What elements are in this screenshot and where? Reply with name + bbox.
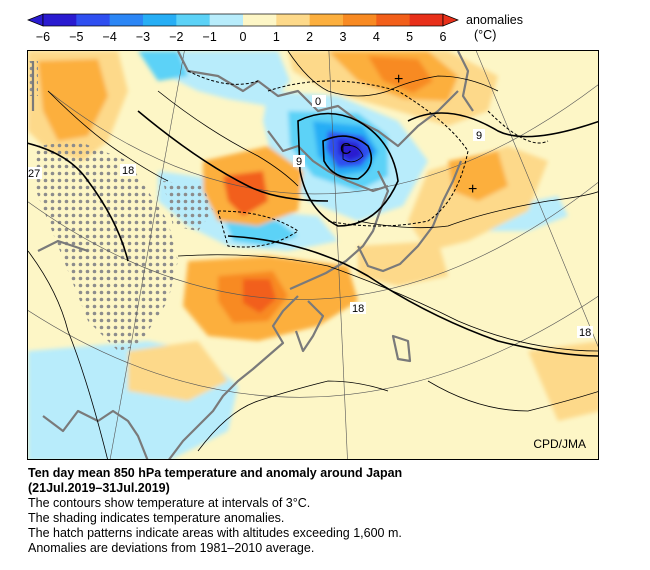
colorbar-cell	[143, 14, 177, 26]
colorbar-cell	[209, 14, 244, 26]
colorbar-cell	[109, 14, 144, 26]
graticule	[28, 51, 598, 459]
contour-label: 27	[28, 167, 42, 180]
colorbar-tick-label: 4	[372, 30, 380, 44]
colorbar-title-text: anomalies	[466, 13, 523, 27]
colorbar-cell	[176, 14, 211, 26]
colorbar-title: anomalies (°C)	[466, 13, 523, 43]
colorbar-tick-label: −6	[35, 30, 51, 44]
colorbar-tick-label: −2	[169, 30, 184, 44]
map-credit: CPD/JMA	[533, 437, 586, 451]
contour-label: 9	[293, 155, 305, 168]
colorbar-cell	[409, 14, 444, 26]
caption-line: The hatch patterns indicate areas with a…	[28, 526, 402, 540]
colorbar-tick-label: 1	[272, 30, 280, 44]
temperature-anomaly-map: 0 9 9 18 18 18 27 + + C CPD/JMA	[27, 50, 599, 460]
temperature-contours	[28, 51, 598, 459]
anomaly-warm-area	[358, 241, 448, 286]
anomaly-warm-area	[243, 279, 276, 313]
high-center-marker: +	[394, 71, 403, 88]
caption-line: Anomalies are deviations from 1981–2010 …	[28, 541, 315, 555]
anomaly-warm-area	[128, 341, 228, 401]
colorbar-cell	[376, 14, 411, 26]
contour-label-group: 0 9 9 18 18 18 27	[28, 95, 593, 339]
contour-label: 18	[577, 326, 593, 339]
colorbar-right-arrow	[442, 13, 459, 27]
map-caption: Ten day mean 850 hPa temperature and ano…	[28, 466, 628, 556]
colorbar-tick-label: −4	[102, 30, 117, 44]
colorbar-tick-label: −3	[135, 30, 151, 44]
colorbar-tick-label: −5	[69, 30, 84, 44]
contour-label: 18	[120, 164, 136, 177]
map-symbols: + + C	[340, 71, 477, 198]
anomaly-cold-area	[138, 51, 188, 81]
map-canvas: 0 9 9 18 18 18 27 + + C	[28, 51, 598, 459]
caption-line: The contours show temperature at interva…	[28, 496, 311, 510]
high-center-marker: +	[468, 181, 477, 198]
colorbar-left-arrow	[27, 13, 44, 27]
colorbar-cell	[43, 14, 77, 26]
colorbar-cell	[343, 14, 377, 26]
contour-label: 0	[312, 95, 326, 108]
colorbar-graphic	[27, 13, 459, 27]
svg-text:9: 9	[296, 156, 302, 168]
svg-text:18: 18	[122, 165, 134, 177]
colorbar-tick-label: 0	[239, 30, 247, 44]
caption-title: Ten day mean 850 hPa temperature and ano…	[28, 466, 403, 480]
svg-text:0: 0	[315, 96, 321, 108]
svg-text:18: 18	[579, 327, 591, 339]
colorbar-cell	[76, 14, 111, 26]
svg-text:9: 9	[476, 130, 482, 142]
contour-label: 9	[473, 129, 485, 142]
anomaly-cold-area	[338, 139, 363, 161]
colorbar-tick-label: 5	[406, 30, 414, 44]
colorbar-tick-label: 2	[306, 30, 314, 44]
hatch-area	[163, 181, 213, 231]
anomaly-warm-area	[528, 341, 598, 421]
anomaly-cold-area	[168, 51, 290, 106]
anomaly-zero-contours	[187, 70, 549, 248]
anomaly-warm-area	[223, 171, 268, 216]
hatch-tibet	[36, 141, 178, 351]
colorbar-cell	[276, 14, 311, 26]
anomaly-warm-area	[38, 59, 108, 141]
colorbar-unit: (°C)	[474, 28, 497, 42]
contour-label: 18	[350, 302, 366, 315]
caption-line: The shading indicates temperature anomal…	[28, 511, 285, 525]
anomaly-warm-area	[368, 56, 433, 93]
cold-center-marker: C	[340, 141, 352, 158]
colorbar-tick-label: −1	[202, 30, 217, 44]
colorbar-cell	[309, 14, 344, 26]
anomaly-colorbar: −6 −5 −4 −3 −2 −1 0 1 2 3 4 5 6 anomalies (°C)	[0, 0, 650, 50]
svg-text:27: 27	[28, 168, 40, 180]
colorbar-cell	[243, 14, 277, 26]
svg-text:18: 18	[352, 303, 364, 315]
colorbar-tick-label: 3	[339, 30, 347, 44]
coastlines	[31, 51, 474, 459]
caption-period: (21Jul.2019–31Jul.2019)	[28, 481, 170, 495]
colorbar-tick-label: 6	[439, 30, 447, 44]
